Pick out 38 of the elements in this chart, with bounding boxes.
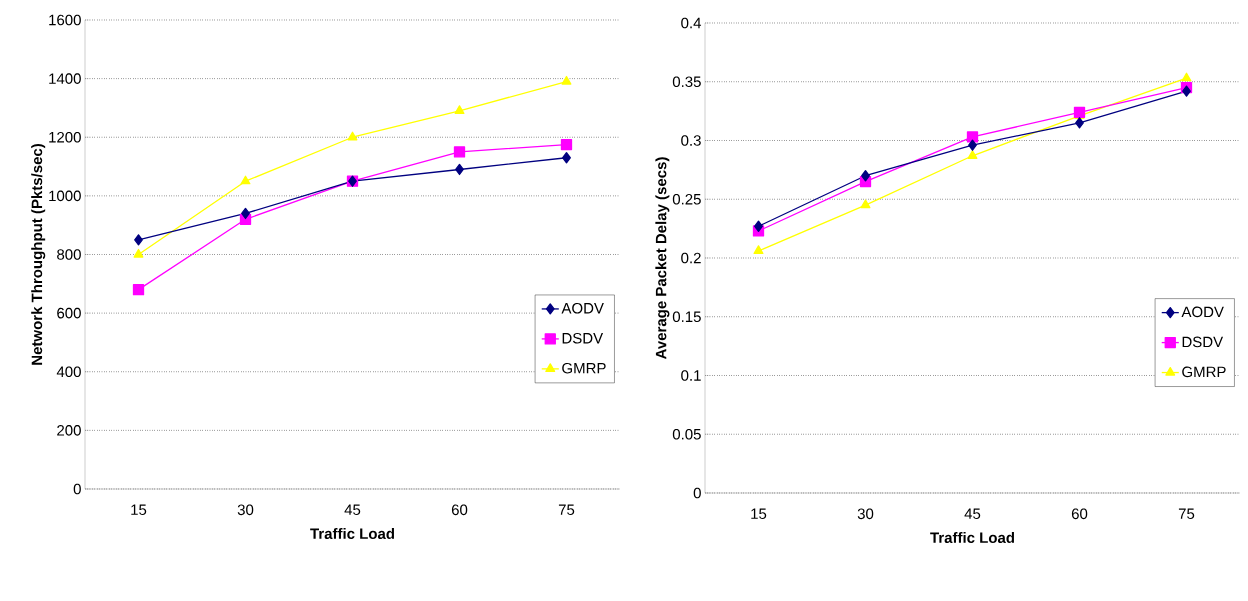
x-tick-label: 60 (451, 504, 468, 516)
y-tick-label: 0.15 (672, 311, 701, 323)
y-tick-label: 1600 (49, 14, 81, 26)
y-tick-label: 0 (693, 487, 701, 499)
y-tick-label: 0.35 (672, 76, 701, 88)
x-axis-title: Traffic Load (930, 532, 1015, 544)
y-tick-label: 800 (57, 249, 81, 260)
y-tick-label: 400 (56, 366, 81, 378)
y-tick-label: 1400 (49, 73, 81, 84)
legend-label: DSDV (1182, 336, 1224, 348)
x-tick-label: 60 (1071, 508, 1088, 520)
legend-label: DSDV (562, 332, 604, 344)
legend-label: AODV (561, 302, 604, 314)
y-tick-label: 600 (57, 307, 81, 319)
y-tick-label: 0.4 (681, 17, 702, 29)
legend-label: GMRP (562, 362, 606, 374)
y-tick-label: 0.2 (681, 252, 701, 264)
x-tick-label: 15 (131, 504, 147, 515)
y-tick-label: 1000 (49, 190, 81, 202)
y-tick-label: 0.3 (681, 135, 701, 146)
legend-label: AODV (1181, 306, 1224, 318)
x-tick-label: 45 (344, 504, 361, 515)
y-axis-title: Average Packet Delay (secs) (655, 157, 670, 360)
x-tick-label: 75 (558, 504, 575, 515)
x-tick-label: 75 (1178, 508, 1195, 519)
x-tick-label: 30 (237, 504, 254, 516)
legend-label: GMRP (1182, 366, 1226, 378)
x-tick-label: 45 (964, 508, 981, 519)
y-tick-label: 0.05 (672, 428, 701, 440)
y-tick-label: 1200 (49, 131, 81, 143)
x-tick-label: 30 (857, 508, 874, 520)
y-tick-label: 0.25 (672, 193, 701, 205)
x-tick-label: 15 (751, 508, 767, 519)
y-axis-title: Network Throughput (Pkts/sec) (31, 143, 46, 365)
x-axis-title: Traffic Load (310, 528, 395, 540)
y-tick-label: 0 (73, 483, 81, 495)
y-tick-label: 200 (57, 425, 81, 436)
y-tick-label: 0.1 (681, 370, 701, 381)
